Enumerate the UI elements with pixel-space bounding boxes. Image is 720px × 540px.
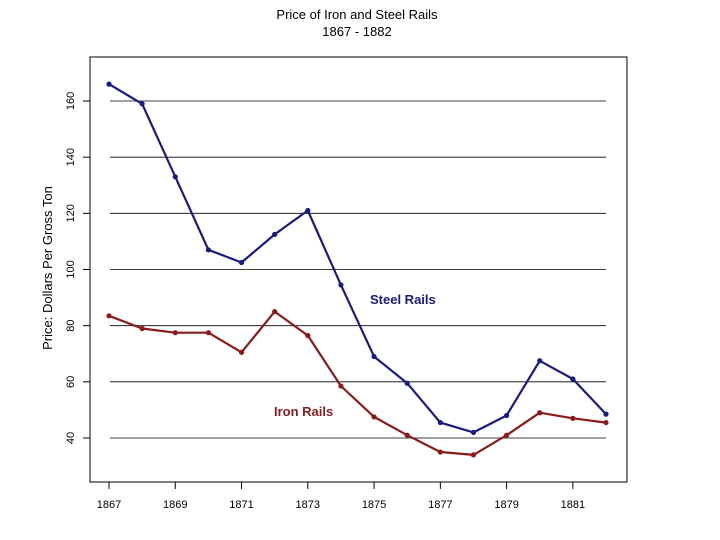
- y-tick-label-160: 160: [65, 92, 77, 110]
- y-axis-label: Price: Dollars Per Gross Ton: [40, 186, 55, 350]
- point-steel-rails-1881: [570, 376, 576, 382]
- point-steel-rails-1868: [139, 101, 145, 107]
- point-iron-rails-1880: [537, 410, 543, 416]
- y-tick-label-120: 120: [65, 204, 77, 222]
- chart-subtitle: 1867 - 1882: [322, 24, 391, 39]
- point-iron-rails-1882: [603, 419, 609, 426]
- point-iron-rails-1876: [404, 432, 410, 438]
- point-steel-rails-1872: [272, 231, 278, 237]
- x-tick-label-1873: 1873: [296, 499, 320, 511]
- point-steel-rails-1882: [603, 411, 609, 417]
- y-tick-label-40: 40: [65, 432, 77, 444]
- point-steel-rails-1876: [404, 380, 410, 386]
- point-steel-rails-1870: [205, 247, 211, 253]
- x-tick-label-1877: 1877: [428, 499, 452, 511]
- point-iron-rails-1868: [139, 325, 145, 332]
- y-tick-label-100: 100: [65, 260, 77, 278]
- point-iron-rails-1867: [106, 313, 112, 319]
- x-tick-label-1881: 1881: [561, 499, 585, 511]
- series-label-steel-rails: Steel Rails: [370, 292, 436, 307]
- series-group: [106, 81, 609, 458]
- series-line-iron-rails: [108, 310, 607, 456]
- point-iron-rails-1875: [371, 414, 377, 420]
- x-tick-label-1879: 1879: [494, 499, 518, 511]
- x-tick-label-1867: 1867: [97, 499, 121, 511]
- point-steel-rails-1878: [470, 429, 477, 435]
- point-iron-rails-1870: [205, 330, 211, 336]
- y-tick-label-140: 140: [65, 148, 77, 166]
- y-tick-label-80: 80: [65, 320, 77, 332]
- point-iron-rails-1879: [504, 432, 510, 438]
- point-iron-rails-1874: [338, 383, 344, 389]
- point-iron-rails-1869: [172, 330, 178, 336]
- point-steel-rails-1871: [238, 259, 245, 266]
- x-tick-label-1871: 1871: [229, 499, 253, 511]
- point-steel-rails-1877: [437, 419, 443, 426]
- point-iron-rails-1873: [305, 332, 311, 339]
- point-iron-rails-1881: [570, 415, 576, 421]
- series-label-iron-rails: Iron Rails: [274, 404, 333, 419]
- axes: 40 60 80 100 120 140 160 1867 1869 1871 1873 1875 18…: [65, 92, 585, 511]
- y-tick-label-60: 60: [65, 376, 77, 388]
- point-iron-rails-1872: [272, 309, 278, 315]
- point-steel-rails-1874: [338, 282, 344, 288]
- point-steel-rails-1875: [371, 353, 377, 360]
- series-line-steel-rails: [108, 83, 607, 434]
- point-steel-rails-1869: [172, 174, 178, 180]
- x-tick-label-1869: 1869: [163, 499, 187, 511]
- point-steel-rails-1879: [504, 412, 510, 419]
- grid-lines: [110, 100, 606, 439]
- x-tick-label-1875: 1875: [362, 499, 386, 511]
- point-iron-rails-1871: [238, 349, 245, 355]
- point-steel-rails-1873: [305, 207, 311, 214]
- point-iron-rails-1877: [437, 449, 443, 455]
- point-iron-rails-1878: [470, 452, 477, 458]
- chart-title: Price of Iron and Steel Rails: [276, 7, 438, 22]
- point-steel-rails-1880: [537, 358, 543, 364]
- point-steel-rails-1867: [106, 81, 112, 87]
